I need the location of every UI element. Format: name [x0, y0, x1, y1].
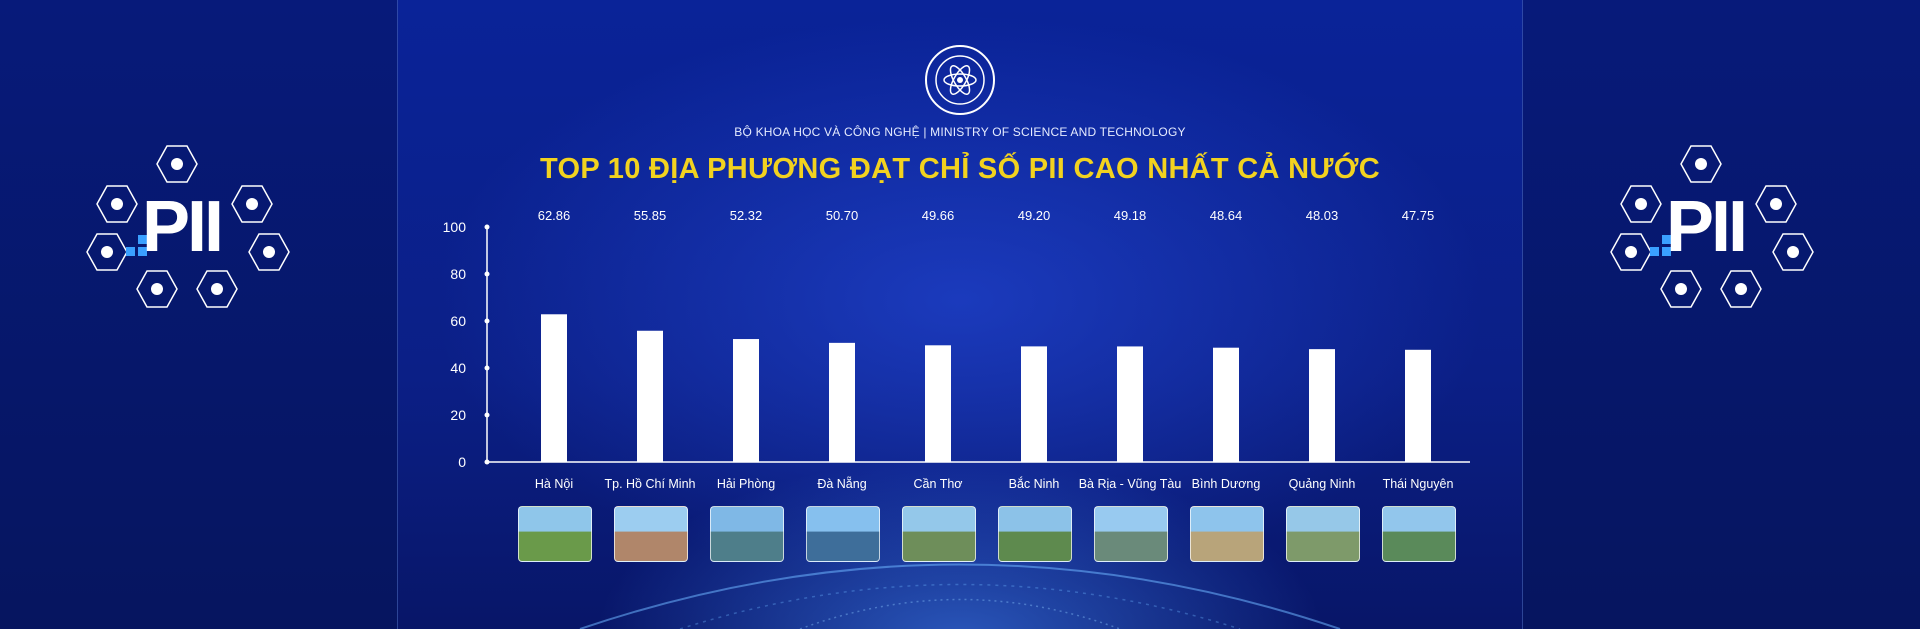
y-tick-label: 0 [458, 454, 466, 470]
coins-icon [1720, 270, 1762, 308]
coins-icon [196, 270, 238, 308]
pii-logo-left: PII [86, 145, 306, 310]
bar [925, 345, 951, 462]
y-tick-mark [484, 271, 490, 277]
y-tick-label: 40 [450, 360, 466, 376]
ministry-emblem [925, 45, 995, 115]
city-photo [710, 506, 784, 562]
bar-value-label: 62.86 [538, 208, 571, 223]
bar-value-label: 48.64 [1210, 208, 1243, 223]
bar-value-label: 49.66 [922, 208, 955, 223]
building-icon [1660, 270, 1702, 308]
bar [637, 330, 663, 462]
gavel-icon [1680, 145, 1722, 183]
bar [1309, 349, 1335, 462]
left-side-panel: PII [0, 0, 398, 629]
growth-chart-icon [1610, 233, 1652, 271]
bar [829, 342, 855, 462]
city-photo [1190, 506, 1264, 562]
city-photo [1286, 506, 1360, 562]
bar-value-label: 48.03 [1306, 208, 1339, 223]
x-category-label: Hải Phòng [717, 477, 775, 491]
x-category-label: Bình Dương [1192, 477, 1261, 491]
bar-value-label: 52.32 [730, 208, 763, 223]
bar [1213, 347, 1239, 462]
y-tick-label: 60 [450, 313, 466, 329]
pii-logo-text: PII [1666, 187, 1748, 267]
y-tick-mark [484, 365, 490, 371]
pii-dots-mark [1650, 233, 1674, 257]
bar [1117, 346, 1143, 462]
city-photo [614, 506, 688, 562]
balance-scale-icon [1620, 185, 1662, 223]
x-category-label: Đà Nẵng [817, 476, 866, 491]
building-icon [136, 270, 178, 308]
x-category-label: Tp. Hồ Chí Minh [604, 477, 695, 491]
x-category-label: Cần Thơ [914, 477, 963, 491]
city-photo [902, 506, 976, 562]
chart-title: TOP 10 ĐỊA PHƯƠNG ĐẠT CHỈ SỐ PII CAO NHẤ… [539, 153, 1381, 185]
pii-logo-right: PII [1610, 145, 1830, 310]
x-category-label: Bà Rịa - Vũng Tàu [1079, 477, 1182, 491]
y-tick-label: 100 [443, 219, 467, 235]
y-tick-mark [484, 412, 490, 418]
lightbulb-icon [1755, 185, 1797, 223]
balance-scale-icon [96, 185, 138, 223]
x-category-label: Hà Nội [535, 477, 573, 491]
bar [541, 314, 567, 462]
x-category-label: Quảng Ninh [1289, 477, 1356, 491]
right-side-panel: PII [1522, 0, 1920, 629]
globe-network-decoration [579, 563, 1341, 629]
pyramid-icon [248, 233, 290, 271]
city-photo [1094, 506, 1168, 562]
lightbulb-icon [231, 185, 273, 223]
city-photo [518, 506, 592, 562]
bar-value-label: 49.18 [1114, 208, 1147, 223]
y-tick-label: 80 [450, 266, 466, 282]
growth-chart-icon [86, 233, 128, 271]
bar [733, 339, 759, 462]
city-photo [1382, 506, 1456, 562]
ministry-caption: BỘ KHOA HỌC VÀ CÔNG NGHỆ | MINISTRY OF S… [734, 125, 1186, 139]
city-photo [998, 506, 1072, 562]
bar-value-label: 50.70 [826, 208, 859, 223]
y-tick-mark [484, 224, 490, 230]
gavel-icon [156, 145, 198, 183]
bar-value-label: 55.85 [634, 208, 667, 223]
x-category-label: Bắc Ninh [1009, 476, 1060, 491]
bar-value-label: 47.75 [1402, 208, 1435, 223]
y-tick-mark [484, 459, 490, 465]
bar-value-label: 49.20 [1018, 208, 1051, 223]
x-category-label: Thái Nguyên [1383, 477, 1454, 491]
bar [1021, 346, 1047, 462]
city-photo [806, 506, 880, 562]
bar [1405, 349, 1431, 462]
pii-logo-text: PII [142, 187, 224, 267]
y-tick-mark [484, 318, 490, 324]
pii-dots-mark [126, 233, 150, 257]
pyramid-icon [1772, 233, 1814, 271]
y-tick-label: 20 [450, 407, 466, 423]
